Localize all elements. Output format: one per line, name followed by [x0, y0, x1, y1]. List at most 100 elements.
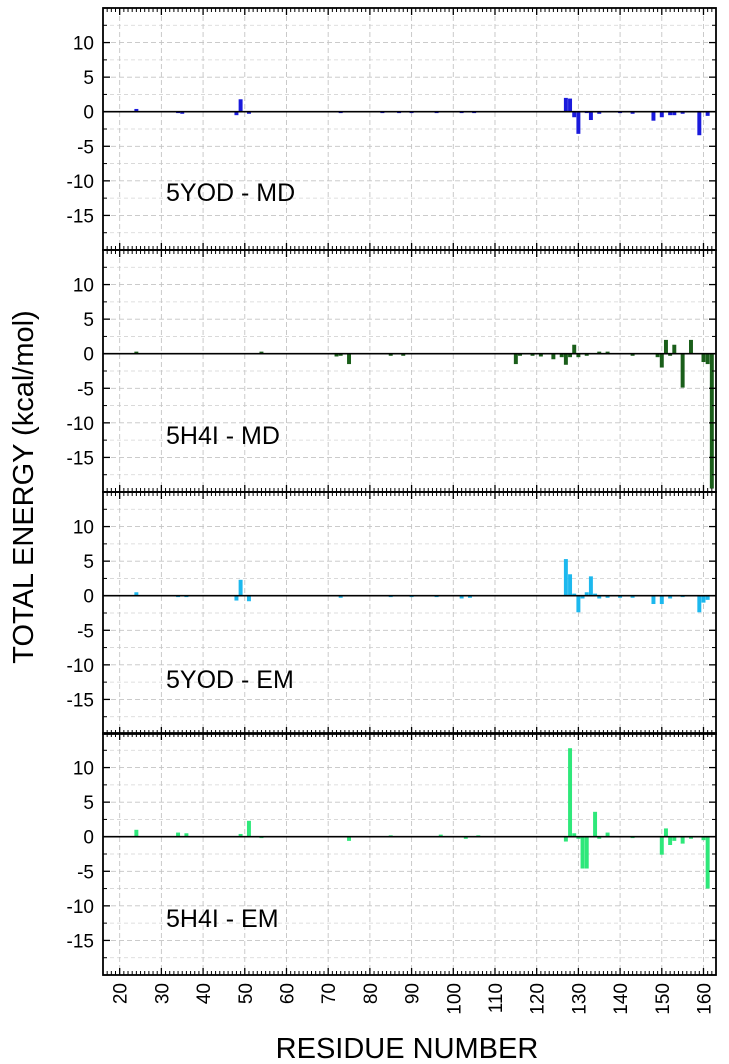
energy-bar [238, 833, 243, 837]
x-tick-label: 120 [528, 983, 549, 1015]
energy-bar [584, 592, 589, 596]
energy-bar [672, 344, 677, 354]
energy-bar [563, 353, 568, 365]
energy-bar [659, 595, 664, 605]
y-tick-label: 10 [73, 34, 94, 55]
energy-bar [259, 351, 264, 354]
energy-bar [663, 339, 668, 354]
energy-bar [438, 834, 443, 837]
energy-bar [584, 353, 589, 356]
energy-bar [572, 344, 577, 354]
energy-bar [134, 351, 139, 354]
y-tick-label: -10 [67, 414, 94, 435]
energy-bar [334, 353, 339, 357]
y-tick-label: -15 [67, 690, 94, 711]
energy-bar [593, 593, 598, 596]
energy-bar [697, 111, 702, 136]
panel-label: 5H4I - EM [166, 905, 279, 933]
energy-bar [630, 353, 635, 356]
energy-bar [459, 595, 464, 599]
y-tick-label: 10 [73, 759, 94, 780]
energy-bar [663, 828, 668, 837]
y-tick-label: -10 [67, 656, 94, 677]
energy-bar [513, 353, 518, 365]
energy-bar [605, 351, 610, 354]
panel-frame [102, 732, 717, 976]
energy-bar [701, 595, 706, 603]
energy-bar [338, 353, 343, 356]
energy-bar [563, 559, 568, 596]
energy-bar [563, 97, 568, 112]
energy-bar [576, 836, 581, 839]
energy-bar [597, 836, 602, 839]
energy-bar [655, 353, 660, 358]
energy-bar [651, 111, 656, 121]
y-axis-title: TOTAL ENERGY (kcal/mol) [8, 310, 40, 663]
energy-bar [180, 111, 185, 114]
energy-bar [234, 595, 239, 601]
energy-bar [568, 353, 573, 358]
panel-label: 5H4I - MD [166, 422, 280, 450]
energy-bar [568, 98, 573, 112]
x-tick-label: 110 [486, 983, 507, 1013]
energy-bar [705, 595, 710, 600]
energy-bar [705, 111, 710, 116]
energy-bar [347, 836, 352, 841]
energy-bar [530, 353, 535, 356]
energy-bar [576, 595, 581, 613]
y-tick-label: -15 [67, 931, 94, 952]
energy-bar [701, 836, 706, 841]
y-tick-label: -10 [67, 172, 94, 193]
energy-bar [463, 836, 468, 839]
energy-bar [238, 579, 243, 596]
energy-bar [246, 111, 251, 114]
y-tick-label: 10 [73, 276, 94, 297]
energy-bar [605, 595, 610, 598]
energy-bar [338, 595, 343, 598]
panel-label: 5YOD - MD [166, 179, 295, 207]
energy-bar [659, 353, 664, 368]
energy-bar [580, 836, 585, 869]
x-tick-label: 50 [236, 983, 257, 1004]
energy-bar [467, 595, 472, 598]
energy-bar [672, 111, 677, 116]
energy-bar [176, 832, 181, 837]
y-tick-label: -15 [67, 206, 94, 227]
panel-frame [102, 491, 717, 735]
x-tick-label: 150 [653, 983, 674, 1015]
y-tick-label: -5 [77, 379, 94, 400]
energy-bar [388, 353, 393, 356]
energy-bar [588, 111, 593, 121]
x-tick-label: 140 [611, 983, 632, 1015]
energy-bar [701, 353, 706, 363]
energy-bar [651, 595, 656, 605]
energy-bar [238, 99, 243, 112]
energy-bar [659, 836, 664, 855]
panel-3: 10 5 0 -5 -10 -15 5YOD - EM [67, 491, 717, 735]
x-tick-label: 40 [194, 983, 215, 1004]
x-tick-label: 90 [403, 983, 424, 1004]
energy-bar [705, 836, 710, 889]
y-tick-label: 5 [83, 793, 94, 814]
panel-4: 10 5 0 -5 -10 -15 5H4I - EM [67, 732, 717, 976]
energy-bar [246, 820, 251, 837]
y-tick-label: 5 [83, 310, 94, 331]
y-tick-label: -5 [77, 862, 94, 883]
energy-bar [597, 595, 602, 599]
energy-bar [630, 111, 635, 114]
energy-bar [680, 111, 685, 114]
y-tick-label: -5 [77, 621, 94, 642]
x-tick-label: 80 [361, 983, 382, 1004]
energy-bar [563, 836, 568, 842]
y-tick-label: -10 [67, 897, 94, 918]
energy-bar [568, 574, 573, 596]
energy-bar [680, 353, 685, 388]
x-tick-label: 70 [319, 983, 340, 1004]
y-tick-label: 0 [83, 587, 94, 608]
energy-bar [593, 811, 598, 837]
y-tick-label: -15 [67, 448, 94, 469]
energy-bar [134, 829, 139, 837]
x-tick-label: 30 [152, 983, 173, 1004]
